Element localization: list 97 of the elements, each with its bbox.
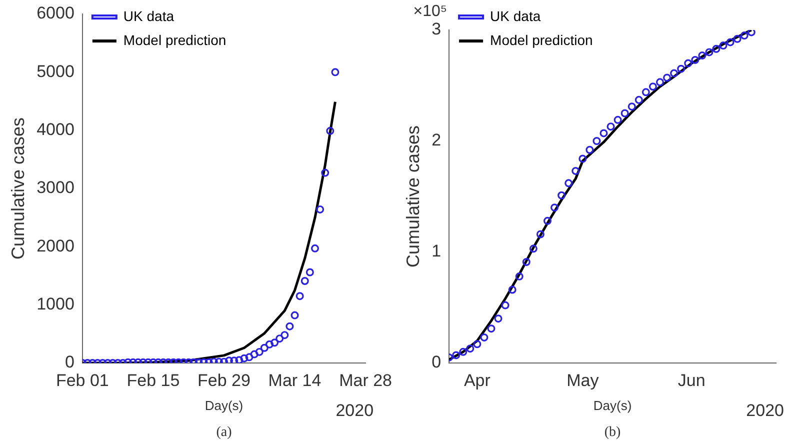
point [290, 311, 299, 320]
point [494, 314, 502, 323]
legend-label: UK data [123, 8, 174, 24]
x-axis-title: Day(s) [593, 398, 632, 413]
point [543, 216, 552, 225]
point [648, 82, 657, 91]
point [245, 353, 254, 362]
point [740, 32, 748, 40]
text: (b) [604, 425, 622, 440]
point [235, 356, 244, 363]
point [230, 356, 238, 363]
y-tick-label: 4000 [36, 120, 74, 140]
point [558, 191, 566, 200]
y-tick-label: 5000 [36, 62, 74, 81]
y-tick-label: 0 [64, 352, 74, 372]
point [331, 68, 340, 76]
point [698, 52, 706, 60]
point [620, 109, 629, 118]
x-tick-label: May [566, 370, 600, 390]
point [628, 102, 636, 111]
point [459, 348, 468, 356]
text: ×10⁵ [413, 3, 448, 20]
point [586, 146, 594, 154]
point [726, 38, 734, 46]
point [712, 44, 720, 53]
point [466, 344, 474, 353]
x-tick-label: Jun [678, 370, 706, 390]
point [240, 354, 248, 362]
text: 2020 [746, 401, 784, 420]
point [529, 244, 538, 253]
point [480, 333, 488, 342]
point [515, 272, 524, 280]
x-tick-label: Feb 01 [56, 370, 109, 390]
text: 2020 [336, 401, 374, 420]
y-axis-title: Cumulative cases [8, 117, 28, 260]
point [600, 129, 608, 138]
point [564, 179, 573, 188]
y-tick-label: 1 [432, 242, 442, 261]
point [276, 334, 284, 343]
point [550, 204, 559, 212]
x-tick-label: Apr [464, 370, 491, 390]
point [501, 301, 510, 310]
y-axis-title: Cumulative cases [402, 125, 423, 268]
point [260, 344, 268, 352]
point [614, 116, 622, 124]
legend-label: Model prediction [490, 32, 593, 48]
point [296, 292, 304, 300]
x-tick-label: Feb 29 [198, 370, 250, 390]
point [691, 56, 700, 64]
y-tick-label: 2000 [36, 236, 74, 256]
point [306, 268, 314, 276]
point [536, 230, 544, 238]
point [663, 74, 672, 82]
point [747, 30, 756, 36]
point [255, 348, 264, 356]
point [321, 168, 330, 177]
point [473, 340, 482, 348]
point [733, 34, 742, 43]
point [280, 331, 289, 340]
point [286, 322, 294, 330]
y-tick-label: 3 [432, 20, 442, 39]
point [508, 286, 516, 294]
point [642, 88, 650, 96]
point [270, 338, 279, 347]
point [592, 137, 601, 145]
point [634, 96, 643, 104]
point [225, 356, 234, 363]
x-axis-title: Day(s) [204, 398, 244, 413]
y-tick-label: 6000 [36, 4, 74, 23]
x-tick-label: Feb 15 [126, 370, 180, 390]
point [677, 64, 686, 73]
legend-label: UK data [490, 8, 541, 24]
point [300, 276, 309, 285]
point [316, 205, 324, 214]
point [452, 351, 460, 360]
point [522, 258, 530, 266]
legend-label: Model prediction [123, 32, 226, 48]
point [250, 350, 258, 358]
point [670, 69, 678, 78]
y-tick-label: 0 [432, 352, 442, 372]
x-tick-label: Mar 28 [339, 370, 392, 390]
y-tick-label: 2 [432, 130, 442, 150]
point [578, 154, 587, 163]
point [310, 244, 319, 252]
point [572, 166, 580, 175]
point [326, 126, 334, 135]
point [487, 324, 496, 333]
point [656, 78, 664, 86]
text: (a) [216, 425, 232, 440]
point [606, 122, 615, 131]
y-tick-label: 3000 [36, 178, 74, 198]
x-tick-label: Mar 14 [268, 370, 322, 390]
point [265, 340, 274, 348]
point [705, 48, 714, 56]
point [719, 42, 728, 50]
point [684, 59, 692, 68]
y-tick-label: 1000 [36, 294, 74, 314]
